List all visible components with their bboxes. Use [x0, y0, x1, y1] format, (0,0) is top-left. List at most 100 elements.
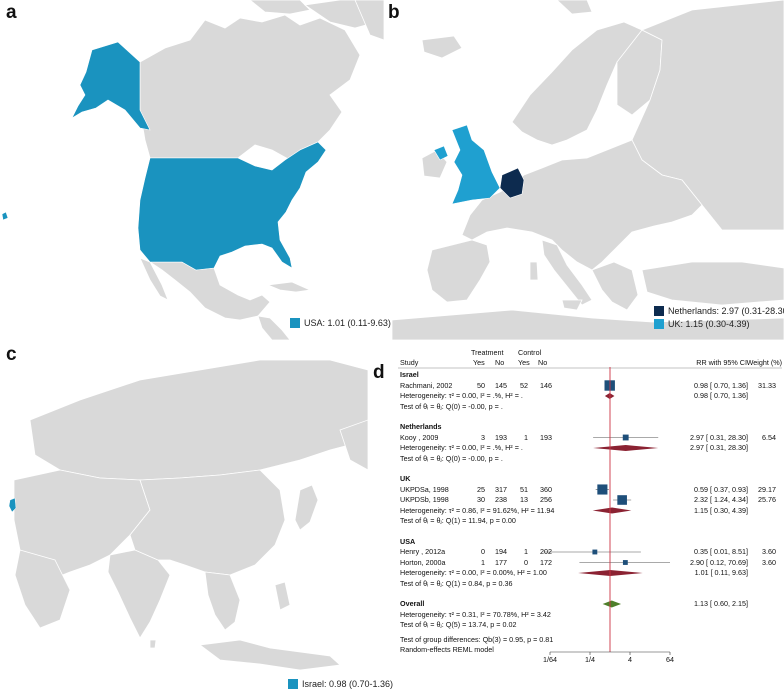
legend-item-uk: UK: 1.15 (0.30-4.39)	[654, 319, 784, 329]
panel-letter-b: b	[388, 2, 400, 23]
study-treatment-yes: 30	[477, 495, 485, 504]
overall-pooled-ci: 1.13 [ 0.60, 2.15]	[694, 599, 748, 608]
study-label: UKPDSb, 1998	[400, 495, 449, 504]
legend-swatch-israel	[288, 679, 298, 689]
legend-item-israel: Israel: 0.98 (0.70-1.36)	[288, 679, 393, 689]
legend-label-uk: UK: 1.15 (0.30-4.39)	[668, 319, 750, 329]
legend-swatch-uk	[654, 319, 664, 329]
study-ci: 2.90 [ 0.12, 70.69]	[690, 557, 748, 567]
study-control-no: 256	[540, 495, 552, 504]
study-treatment-no: 145	[495, 380, 507, 390]
group-pooled-diamond-netherlands	[593, 445, 659, 451]
group-pooled-ci-israel: 0.98 [ 0.70, 1.36]	[694, 391, 748, 400]
legend-panel-c: Israel: 0.98 (0.70-1.36)	[288, 679, 393, 689]
study-treatment-yes: 25	[477, 484, 485, 494]
group-label-israel: Israel	[400, 370, 419, 379]
legend-label-israel: Israel: 0.98 (0.70-1.36)	[302, 679, 394, 689]
russia-shape	[29, 360, 368, 481]
group-heterogeneity-netherlands: Heterogeneity: τ² = 0.00, I² = .%, H² = …	[400, 443, 523, 452]
study-treatment-yes: 50	[477, 380, 485, 390]
study-control-yes: 52	[520, 380, 528, 390]
legend-label-netherlands: Netherlands: 2.97 (0.31-28.30)	[668, 306, 784, 316]
legend-swatch-usa	[290, 318, 300, 328]
study-point-marker	[617, 495, 627, 505]
group-heterogeneity-usa: Heterogeneity: τ² = 0.00, I² = 0.00%, H²…	[400, 568, 547, 577]
study-control-no: 146	[540, 380, 552, 390]
header-weight: Weight (%)	[746, 358, 782, 367]
study-treatment-no: 194	[495, 547, 507, 556]
legend-swatch-netherlands	[654, 306, 664, 316]
study-ci: 0.98 [ 0.70, 1.36]	[694, 380, 748, 390]
overall-heterogeneity: Heterogeneity: τ² = 0.31, I² = 70.78%, H…	[400, 609, 551, 619]
study-point-marker	[622, 560, 628, 565]
legend-panel-a: USA: 1.01 (0.11-9.63)	[290, 318, 391, 328]
study-treatment-no: 177	[495, 557, 507, 567]
group-test-usa: Test of θᵢ = θⱼ: Q(1) = 0.84, p = 0.36	[400, 578, 513, 588]
forest-plot-marks	[398, 367, 782, 655]
group-label-netherlands: Netherlands	[400, 422, 442, 431]
continent-shape	[461, 139, 703, 271]
study-weight: 3.60	[762, 557, 776, 567]
study-control-yes: 51	[520, 484, 528, 494]
legend-item-netherlands: Netherlands: 2.97 (0.31-28.30)	[654, 306, 784, 316]
study-control-no: 202	[540, 547, 552, 556]
study-label: Rachmani, 2002	[400, 380, 453, 390]
legend-item-usa: USA: 1.01 (0.11-9.63)	[290, 318, 391, 328]
study-ci: 0.35 [ 0.01, 8.51]	[694, 547, 748, 556]
israel-shape	[8, 497, 17, 513]
canada-shape	[139, 14, 361, 161]
panel-letter-d: d	[373, 362, 385, 383]
map-europe	[392, 0, 784, 340]
group-pooled-diamond-uk	[592, 507, 632, 514]
x-axis-tick-label: 64	[666, 655, 674, 664]
legend-label-usa: USA: 1.01 (0.11-9.63)	[304, 318, 391, 328]
overall-label: Overall	[400, 599, 425, 608]
alaska-shape	[71, 41, 151, 131]
x-axis-tick-label: 1/64	[543, 655, 557, 664]
header-study: Study	[400, 358, 419, 367]
group-pooled-ci-uk: 1.15 [ 0.30, 4.39]	[694, 505, 748, 515]
legend-panel-b: Netherlands: 2.97 (0.31-28.30) UK: 1.15 …	[654, 306, 784, 329]
header-treatment: Treatment	[471, 348, 504, 357]
study-control-no: 172	[540, 557, 552, 567]
overall-pooled-diamond	[602, 600, 622, 608]
netherlands-shape	[499, 167, 525, 199]
group-pooled-ci-netherlands: 2.97 [ 0.31, 28.30]	[690, 443, 748, 452]
panel-letter-c: c	[6, 344, 17, 365]
study-point-marker	[622, 434, 629, 441]
group-test-uk: Test of θᵢ = θⱼ: Q(1) = 11.94, p = 0.00	[400, 516, 516, 525]
study-weight: 29.17	[758, 484, 776, 494]
study-label: Horton, 2000a	[400, 557, 446, 567]
study-control-yes: 1	[524, 547, 528, 556]
header-treatment-no: No	[495, 358, 505, 367]
study-label: Henry , 2012a	[400, 547, 446, 556]
study-label: Kooy , 2009	[400, 432, 439, 442]
study-weight: 25.76	[758, 495, 776, 504]
group-heterogeneity-israel: Heterogeneity: τ² = 0.00, I² = .%, H² = …	[400, 391, 523, 400]
study-treatment-yes: 0	[481, 547, 485, 556]
overall-test: Test of θᵢ = θⱼ: Q(5) = 13.74, p = 0.02	[400, 620, 517, 629]
study-weight: 31.33	[758, 380, 776, 390]
study-weight: 6.54	[762, 432, 776, 442]
x-axis-tick-label: 4	[628, 655, 632, 664]
forest-plot: Treatment Control Study Yes No Yes No RR with 9…	[370, 345, 784, 697]
study-control-yes: 0	[524, 557, 528, 567]
study-control-yes: 1	[524, 432, 528, 442]
group-label-usa: USA	[400, 536, 416, 546]
panel-letter-a: a	[6, 2, 17, 23]
header-treatment-yes: Yes	[473, 358, 485, 367]
study-ci: 0.59 [ 0.37, 0.93]	[694, 484, 748, 494]
group-label-uk: UK	[400, 474, 411, 483]
overall-model: Random-effects REML model	[400, 645, 494, 654]
study-weight: 3.60	[762, 547, 776, 556]
study-control-no: 360	[540, 484, 552, 494]
header-control-yes: Yes	[518, 358, 530, 367]
group-test-israel: Test of θᵢ = θⱼ: Q(0) = -0.00, p = .	[400, 401, 503, 411]
group-test-netherlands: Test of θᵢ = θⱼ: Q(0) = -0.00, p = .	[400, 453, 503, 463]
study-treatment-no: 238	[495, 495, 507, 504]
overall-group-test: Test of group differences: Qb(3) = 0.95,…	[400, 634, 554, 644]
header-rr: RR with 95% CI	[696, 358, 747, 367]
study-treatment-yes: 3	[481, 432, 485, 442]
study-treatment-no: 317	[495, 484, 507, 494]
study-control-no: 193	[540, 432, 552, 442]
